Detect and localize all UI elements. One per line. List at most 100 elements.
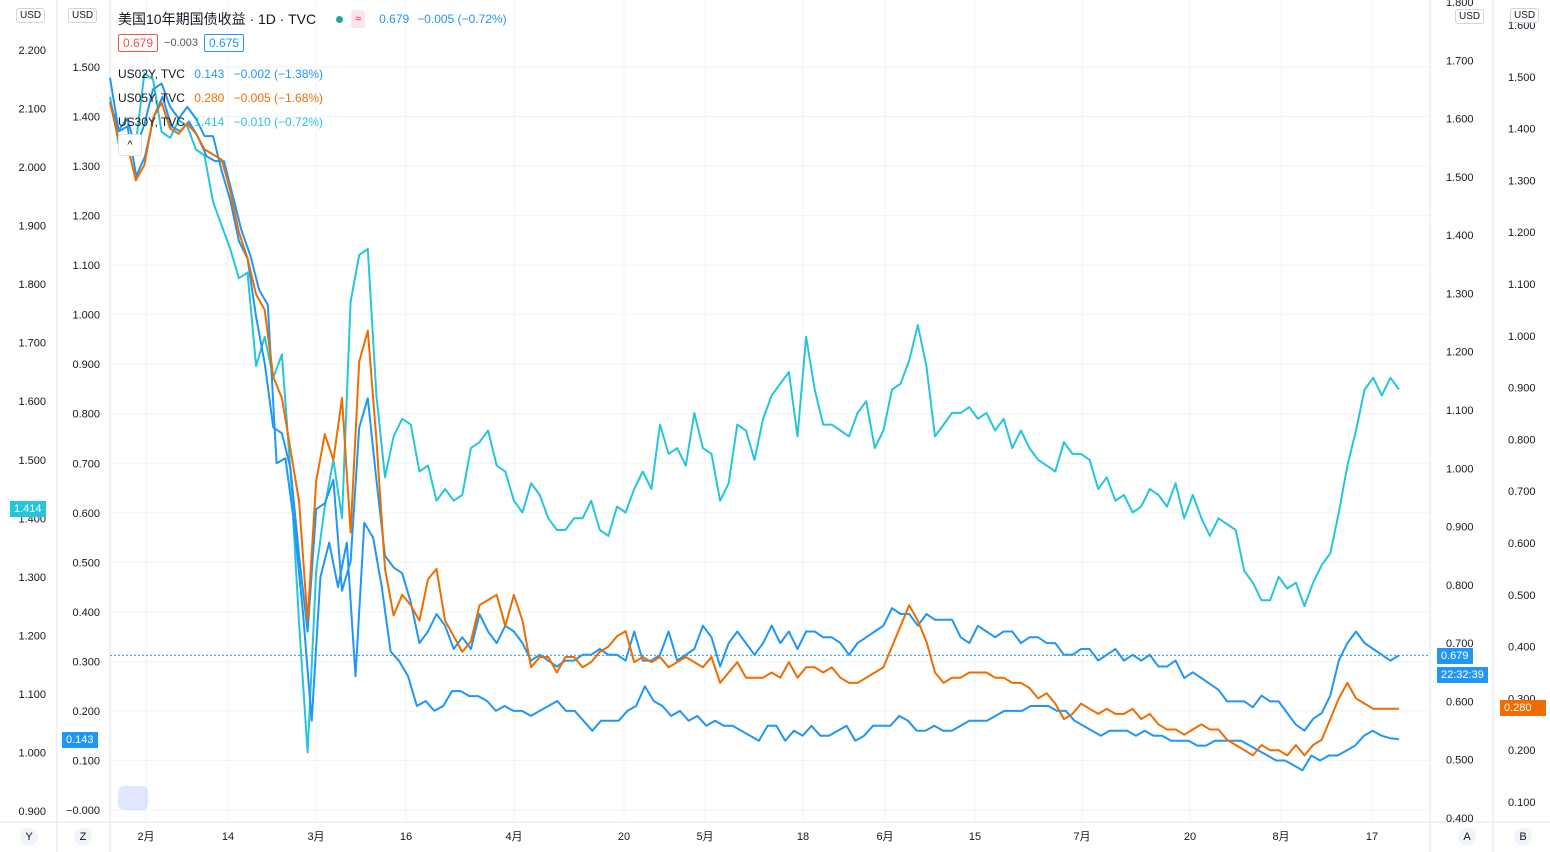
y-tick-label-y-left: 0.300 [72,656,100,668]
currency-badge-right[interactable]: USD [1455,9,1485,24]
y-tick-label-y-left: −0.000 [66,805,100,817]
y-tick-label-y-far_left: 1.100 [18,689,46,701]
y-tick-label-y-far_right: 0.600 [1508,538,1536,550]
y-tick-label-y-right: 0.400 [1446,813,1474,825]
y-tick-label-y-left: 0.600 [72,508,100,520]
y-tick-label-y-right: 0.700 [1446,638,1474,650]
y-tick-label-y-left: 0.800 [72,409,100,421]
x-tick-label: 16 [400,831,412,843]
currency-badge-left[interactable]: USD [68,8,98,23]
y-tick-label-y-left: 0.100 [72,755,100,767]
y-tick-label-y-far_right: 1.100 [1508,279,1536,291]
buy-price-button[interactable]: 0.675 [203,34,245,52]
y-tick-label-y-far_right: 0.500 [1508,590,1536,602]
price-tag-us30y: 1.414 [10,501,46,517]
y-tick-label-y-far_right: 0.100 [1508,797,1536,809]
y-tick-label-y-far_left: 2.100 [18,104,46,116]
y-tick-label-y-left: 0.200 [72,706,100,718]
y-tick-label-y-right: 0.800 [1446,580,1474,592]
tradingview-logo-icon[interactable] [118,786,148,810]
y-tick-label-y-right: 1.000 [1446,463,1474,475]
y-tick-label-y-right: 0.500 [1446,755,1474,767]
series-line-us10y[interactable] [109,77,1400,732]
legend-us05y[interactable]: US05Y, TVC 0.280 −0.005 (−1.68%) [118,91,329,105]
y-tick-label-y-far_right: 1.200 [1508,227,1536,239]
y-tick-label-y-far_left: 0.900 [18,806,46,818]
last-price: 0.679 [379,12,410,26]
x-tick-label: 20 [1184,831,1196,843]
y-tick-label-y-right: 0.900 [1446,522,1474,534]
y-tick-label-y-left: 0.900 [72,359,100,371]
series-line-us02y[interactable] [109,95,1400,772]
y-tick-label-y-left: 1.100 [72,260,100,272]
market-status-dot [336,15,344,23]
y-tick-label-y-right: 1.400 [1446,230,1474,242]
y-tick-label-y-far_left: 1.600 [18,396,46,408]
y-tick-label-y-far_right: 1.600 [1508,20,1536,32]
y-tick-label-y-far_right: 0.400 [1508,642,1536,654]
y-tick-label-y-far_left: 2.000 [18,162,46,174]
currency-badge-far-right[interactable]: USD [1510,8,1540,23]
sell-price-button[interactable]: 0.679 [118,34,159,52]
b-scale-button[interactable]: B [1514,828,1532,846]
y-tick-label-y-right: 1.200 [1446,347,1474,359]
x-tick-label: 17 [1366,831,1378,843]
y-tick-label-y-far_left: 1.800 [18,279,46,291]
legend-name: US05Y, TVC [118,91,185,105]
y-axis-scale-button[interactable]: Y [20,828,38,846]
legend-value: 1.414 [194,115,225,129]
y-tick-label-y-far_left: 1.300 [18,572,46,584]
x-tick-label: 2月 [137,831,154,843]
y-tick-label-y-left: 0.400 [72,607,100,619]
legend-change: −0.005 (−1.68%) [233,91,324,105]
price-tag-us10y: 0.679 [1437,648,1473,664]
y-tick-label-y-left: 1.200 [72,211,100,223]
y-tick-label-y-left: 1.300 [72,161,100,173]
y-tick-label-y-right: 1.300 [1446,288,1474,300]
x-tick-label: 18 [797,831,809,843]
x-tick-label: 14 [222,831,234,843]
y-tick-label-y-far_left: 2.200 [18,45,46,57]
y-tick-label-y-far_right: 1.400 [1508,124,1536,136]
legend-value: 0.143 [194,67,225,81]
chart-header: 美国10年期国债收益 · 1D · TVC ≈ 0.679 −0.005 (−0… [118,9,507,29]
y-tick-label-y-far_right: 0.800 [1508,434,1536,446]
series-line-us30y[interactable] [109,72,1400,754]
chart-title: 美国10年期国债收益 · 1D · TVC [118,11,317,27]
y-tick-label-y-far_right: 0.700 [1508,486,1536,498]
comparison-mode-button[interactable]: ≈ [351,10,366,28]
x-tick-label: 6月 [876,831,893,843]
legend-change: −0.010 (−0.72%) [233,115,324,129]
x-tick-label: 8月 [1272,831,1289,843]
countdown-timer: 22:32:39 [1437,667,1488,683]
x-tick-label: 5月 [696,831,713,843]
legend-us02y[interactable]: US02Y, TVC 0.143 −0.002 (−1.38%) [118,67,329,81]
y-tick-label-y-left: 1.500 [72,62,100,74]
z-axis-scale-button[interactable]: Z [74,828,92,846]
legend-us30y[interactable]: US30Y, TVC 1.414 −0.010 (−0.72%) [118,115,329,129]
y-tick-label-y-left: 1.400 [72,112,100,124]
x-tick-label: 20 [618,831,630,843]
y-tick-label-y-far_left: 1.000 [18,747,46,759]
y-tick-label-y-far_right: 0.200 [1508,745,1536,757]
price-tag-us02y: 0.143 [62,732,98,748]
spread-value: −0.003 [164,37,198,49]
legend-name: US02Y, TVC [118,67,185,81]
price-change: −0.005 (−0.72%) [417,12,507,26]
auto-scale-button[interactable]: A [1458,828,1476,846]
y-tick-label-y-right: 1.500 [1446,172,1474,184]
y-tick-label-y-far_right: 0.900 [1508,383,1536,395]
series-layer [109,72,1430,772]
y-tick-label-y-far_right: 1.300 [1508,175,1536,187]
y-tick-label-y-left: 0.700 [72,458,100,470]
series-line-us05y[interactable] [109,101,1399,757]
bid-ask-row: 0.679 −0.003 0.675 [118,34,245,52]
currency-badge-far-left[interactable]: USD [16,8,46,23]
y-tick-label-y-far_left: 1.500 [18,455,46,467]
y-tick-label-y-far_right: 1.500 [1508,72,1536,84]
y-tick-label-y-far_left: 1.700 [18,338,46,350]
collapse-legend-button[interactable]: ^ [118,134,142,156]
y-tick-label-y-far_left: 1.900 [18,221,46,233]
